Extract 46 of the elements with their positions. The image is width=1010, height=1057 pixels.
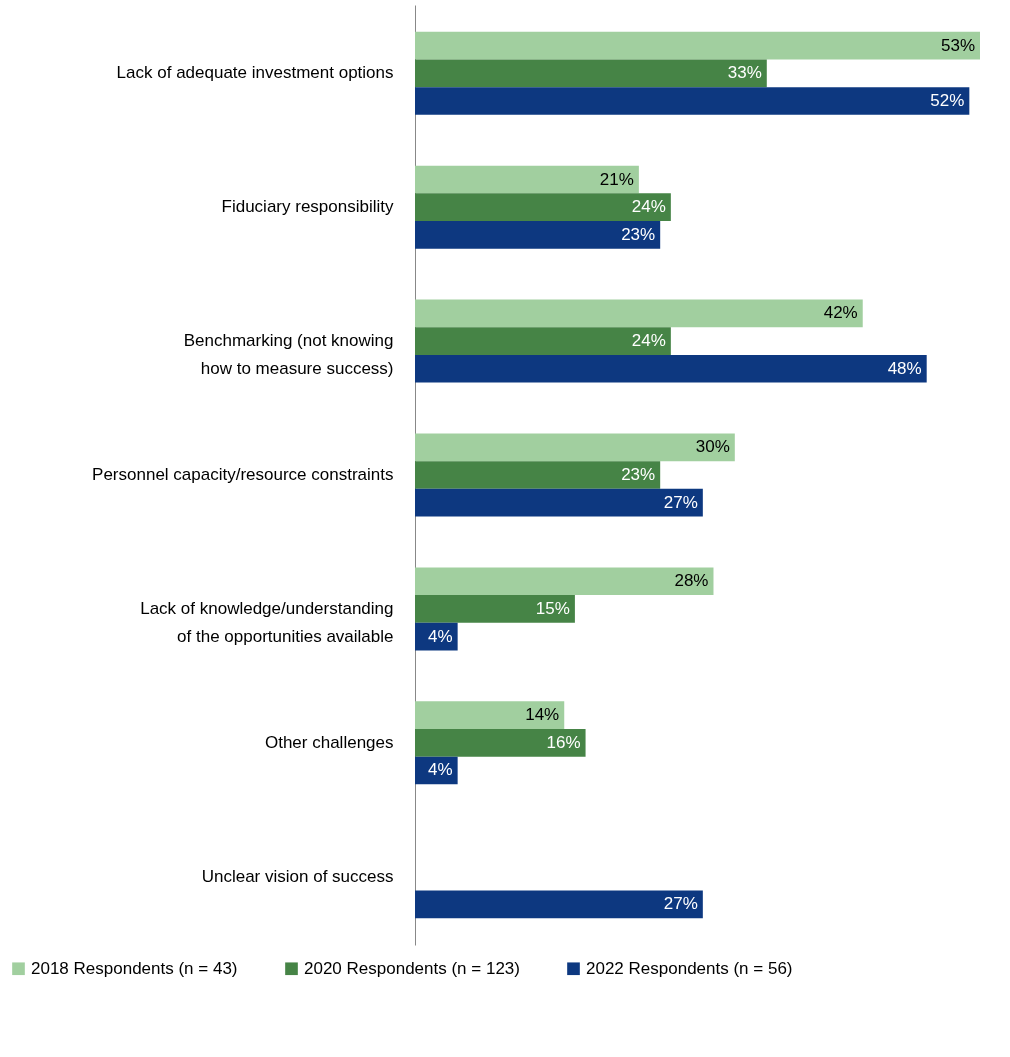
data-label: 15% — [535, 598, 570, 618]
bar — [415, 299, 863, 328]
bar — [415, 59, 767, 88]
legend-label: 2018 Respondents (n = 43) — [31, 958, 238, 978]
data-label: 4% — [428, 626, 453, 646]
data-label: 21% — [599, 169, 634, 189]
data-label: 30% — [695, 437, 730, 457]
data-label: 52% — [930, 90, 965, 110]
bar — [415, 327, 671, 355]
bar — [415, 890, 703, 919]
data-label: 24% — [631, 197, 666, 217]
bar — [415, 701, 565, 729]
data-label: 4% — [428, 760, 453, 780]
y-tick-label: Fiduciary responsibility — [221, 197, 394, 217]
bar — [415, 728, 586, 757]
bar — [415, 461, 661, 489]
data-label: 16% — [546, 732, 581, 752]
data-label: 53% — [940, 35, 975, 55]
bar — [415, 488, 703, 517]
bar — [415, 31, 980, 60]
y-tick-label: Unclear vision of success — [201, 866, 394, 886]
data-label: 23% — [621, 224, 656, 244]
bar — [415, 165, 639, 194]
data-label: 28% — [674, 571, 709, 591]
bar — [415, 567, 714, 596]
y-tick-label: Personnel capacity/resource constraints — [92, 465, 394, 484]
data-label: 27% — [663, 894, 698, 914]
y-tick-label: Lack of knowledge/understanding of the opportunities available — [140, 598, 394, 646]
data-label: 14% — [525, 705, 560, 725]
bar — [415, 193, 671, 222]
bar — [415, 354, 927, 383]
y-tick-label: Lack of adequate investment options — [116, 63, 394, 83]
bar — [415, 87, 970, 115]
data-label: 27% — [663, 492, 698, 512]
bar — [415, 595, 575, 623]
bar — [415, 433, 735, 462]
bar — [415, 221, 661, 249]
data-label: 33% — [727, 63, 762, 83]
legend-label: 2022 Respondents (n = 56) — [586, 958, 793, 978]
legend-label: 2020 Respondents (n = 123) — [304, 958, 520, 978]
data-label: 42% — [823, 303, 858, 323]
y-tick-label: Benchmarking (not knowing how to measure success) — [183, 331, 394, 379]
data-label: 23% — [621, 465, 656, 484]
data-label: 48% — [887, 358, 922, 378]
y-tick-label: Other challenges — [264, 732, 394, 752]
data-label: 24% — [631, 331, 666, 351]
